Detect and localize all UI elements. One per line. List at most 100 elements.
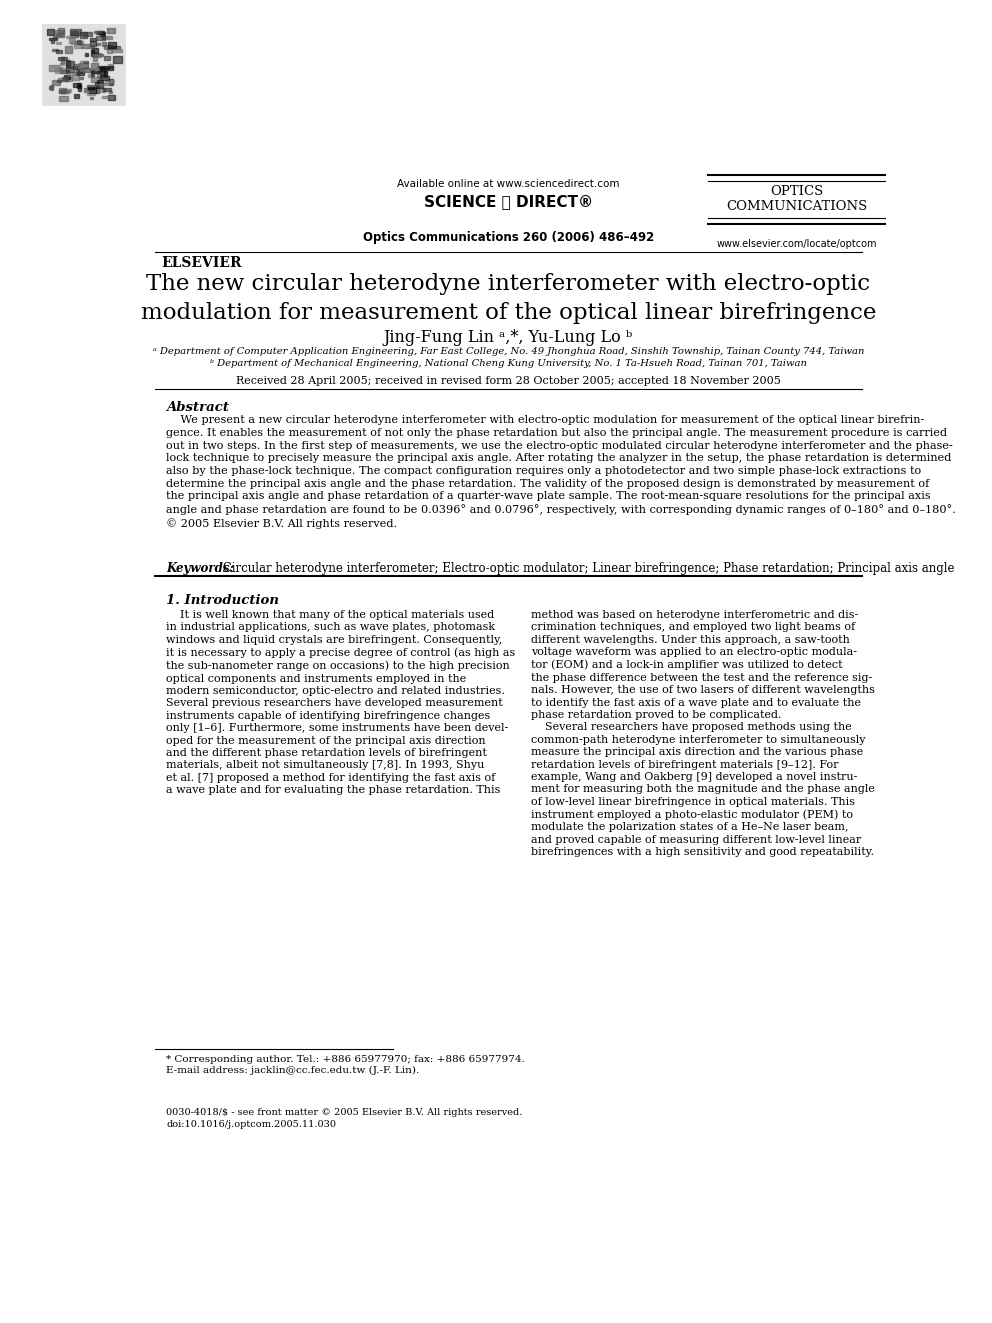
Text: The new circular heterodyne interferometer with electro-optic
modulation for mea: The new circular heterodyne interferomet… xyxy=(141,273,876,324)
Bar xyxy=(102,97,112,98)
Bar xyxy=(83,69,90,71)
Bar xyxy=(59,28,64,33)
Bar xyxy=(65,60,70,66)
Bar xyxy=(103,89,111,91)
Bar xyxy=(56,33,62,37)
Bar xyxy=(83,33,91,37)
Bar xyxy=(52,49,58,52)
Bar xyxy=(102,42,106,46)
Bar xyxy=(76,40,81,44)
Bar xyxy=(62,90,69,93)
Text: SCIENCE ⓐ DIRECT®: SCIENCE ⓐ DIRECT® xyxy=(424,194,593,209)
Bar xyxy=(70,41,79,44)
Bar xyxy=(106,36,112,40)
Bar xyxy=(83,61,88,62)
Bar xyxy=(68,73,75,75)
Text: It is well known that many of the optical materials used
in industrial applicati: It is well known that many of the optica… xyxy=(167,610,516,795)
Bar xyxy=(78,64,88,67)
Bar xyxy=(103,45,112,49)
Bar xyxy=(56,30,63,34)
Bar xyxy=(103,71,107,75)
Text: method was based on heterodyne interferometric and dis-
crimination techniques, : method was based on heterodyne interfero… xyxy=(532,610,875,857)
Bar xyxy=(96,42,99,45)
Bar xyxy=(79,61,83,65)
Bar xyxy=(60,62,63,65)
Text: E-mail address: jacklin@cc.fec.edu.tw (J.-F. Lin).: E-mail address: jacklin@cc.fec.edu.tw (J… xyxy=(167,1065,420,1074)
Bar xyxy=(87,86,94,90)
Bar xyxy=(76,83,81,87)
Bar xyxy=(66,36,74,37)
Text: COMMUNICATIONS: COMMUNICATIONS xyxy=(726,200,867,213)
Bar xyxy=(107,46,112,53)
Bar xyxy=(73,66,76,69)
Bar xyxy=(56,67,65,73)
Bar xyxy=(97,79,102,83)
Bar xyxy=(51,40,54,44)
Bar xyxy=(61,70,69,73)
Bar xyxy=(91,50,94,57)
Text: ᵃ Department of Computer Application Engineering, Far East College, No. 49 Jhong: ᵃ Department of Computer Application Eng… xyxy=(153,347,864,356)
Bar xyxy=(59,90,64,93)
Bar xyxy=(78,69,82,73)
Bar xyxy=(107,28,115,33)
Bar xyxy=(100,70,105,74)
Bar xyxy=(112,46,120,49)
Bar xyxy=(74,94,79,98)
Bar xyxy=(100,75,109,79)
Bar xyxy=(93,54,103,57)
Text: ELSEVIER: ELSEVIER xyxy=(161,255,241,270)
Bar xyxy=(85,53,88,57)
Bar xyxy=(62,77,67,82)
Bar xyxy=(49,86,54,89)
Bar xyxy=(90,70,94,75)
Bar xyxy=(62,89,70,91)
Text: Received 28 April 2005; received in revised form 28 October 2005; accepted 18 No: Received 28 April 2005; received in revi… xyxy=(236,376,781,386)
Bar xyxy=(80,33,87,38)
Bar xyxy=(101,34,105,40)
Bar xyxy=(109,91,112,94)
Bar xyxy=(91,45,94,49)
Bar xyxy=(59,66,62,69)
Bar xyxy=(94,69,99,70)
Bar xyxy=(95,36,105,40)
Bar xyxy=(60,97,67,102)
Text: www.elsevier.com/locate/optcom: www.elsevier.com/locate/optcom xyxy=(716,239,877,249)
Bar xyxy=(92,56,97,61)
Bar xyxy=(93,53,101,57)
Bar xyxy=(76,69,79,74)
Bar xyxy=(49,65,59,71)
Bar xyxy=(63,75,70,78)
Bar xyxy=(75,41,83,44)
Bar xyxy=(108,64,113,69)
Text: * Corresponding author. Tel.: +886 65977970; fax: +886 65977974.: * Corresponding author. Tel.: +886 65977… xyxy=(167,1056,525,1064)
Text: Available online at www.sciencedirect.com: Available online at www.sciencedirect.co… xyxy=(397,179,620,189)
Bar xyxy=(79,77,82,79)
Bar xyxy=(70,32,78,37)
Bar xyxy=(90,38,96,41)
Bar xyxy=(96,86,99,93)
Bar xyxy=(56,42,61,44)
Bar xyxy=(58,78,65,79)
Bar xyxy=(73,83,80,86)
Bar xyxy=(81,45,89,49)
Bar xyxy=(91,64,98,69)
Bar xyxy=(54,36,58,38)
Bar xyxy=(52,79,61,85)
Bar xyxy=(105,79,114,82)
Bar xyxy=(88,74,91,77)
Bar xyxy=(87,93,95,95)
Bar xyxy=(100,67,108,69)
Bar xyxy=(88,87,93,90)
Bar xyxy=(66,61,73,67)
Bar xyxy=(98,66,107,71)
Bar xyxy=(109,79,112,85)
Bar xyxy=(98,89,105,93)
Bar xyxy=(62,57,64,64)
Text: Optics Communications 260 (2006) 486–492: Optics Communications 260 (2006) 486–492 xyxy=(363,232,654,243)
Bar xyxy=(58,79,61,82)
Bar xyxy=(72,74,78,79)
Bar xyxy=(60,87,65,93)
Bar xyxy=(48,29,54,34)
Bar xyxy=(90,41,96,46)
Text: 0030-4018/$ - see front matter © 2005 Elsevier B.V. All rights reserved.
doi:10.: 0030-4018/$ - see front matter © 2005 El… xyxy=(167,1109,523,1129)
